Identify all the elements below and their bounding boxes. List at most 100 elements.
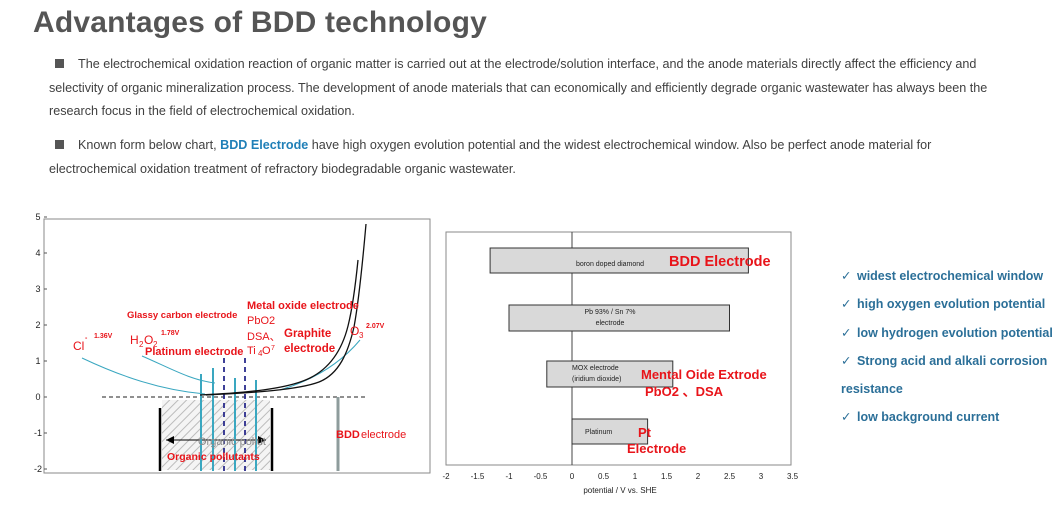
x-tick-label: 1	[633, 472, 638, 481]
x-tick-label: -1	[505, 472, 513, 481]
y-tick-label: 5	[35, 212, 40, 222]
paragraph-bdd-before: Known form below chart,	[78, 138, 221, 152]
pbo2-label: PbO2	[247, 315, 275, 327]
window-bar	[508, 304, 730, 332]
bdd-electrode-annotation: BDD Electrode	[669, 254, 771, 270]
bdd-polarization-curve	[199, 259, 359, 396]
paragraph-oxidation-text: The electrochemical oxidation reaction o…	[49, 57, 988, 118]
h2o2-leader-line	[141, 355, 216, 384]
graphite-label: Graphite	[284, 328, 331, 340]
bar-label-pb-1: Pb 93% / Sn 7%	[585, 309, 636, 316]
h2o2-potential: 1.78V	[161, 330, 180, 337]
organic-pollutant-zone	[162, 400, 270, 470]
h2o2-o: O	[144, 333, 153, 347]
bdd-label-suffix: electrode	[361, 429, 406, 441]
feature-item-background: ✓ low background current	[841, 403, 1056, 431]
window-chart-svg: -2 -1.5 -1 -0.5 0 0.5 1 1.5 2 2.5 3 3.5 potential /…	[442, 231, 799, 495]
paragraph-oxidation: The electrochemical oxidation reaction o…	[49, 53, 1014, 124]
feature-list: ✓ widest electrochemical window ✓ high o…	[841, 262, 1056, 432]
bar-label-mox-1: MOX electrode	[572, 365, 619, 372]
arrow-right-icon	[258, 436, 266, 444]
feature-text: low hydrogen evolution potential	[856, 325, 1053, 340]
organic-pollutants-label: Organic pollutants	[167, 451, 260, 463]
bar-label-platinum: Platinum	[585, 429, 612, 436]
o3-potential: 2.07V	[366, 323, 385, 330]
y-tick-label: -1	[34, 428, 42, 438]
bdd-label-bold: BDD	[336, 429, 360, 441]
polarization-chart: 5 4 3 2 1 0 -1 -2 Organic pollut Organic pollut…	[30, 208, 435, 478]
x-tick-label: 0	[570, 472, 575, 481]
o3-leader-line	[279, 339, 361, 391]
pt-electrode-annotation: Electrode	[627, 441, 686, 456]
glassy-carbon-label: Glassy carbon electrode	[127, 310, 237, 321]
feature-item-corrosion: ✓ Strong acid and alkali corrosion resis…	[841, 347, 1056, 404]
x-axis-label: potential / V vs. SHE	[583, 486, 656, 495]
metal-oxide-label: Metal oxide electrode	[247, 300, 359, 312]
bar-label-mox-2: (iridium dioxide)	[572, 376, 621, 383]
arrow-left-icon	[166, 436, 174, 444]
h2o2-label: H	[130, 333, 139, 347]
feature-text: low background current	[856, 410, 1000, 425]
y-tick-label: -2	[34, 464, 42, 474]
y-tick-label: 3	[35, 284, 40, 294]
feature-item-hydrogen: ✓ low hydrogen evolution potential	[841, 319, 1056, 347]
square-bullet-icon	[55, 59, 64, 68]
graphite-polarization-curve	[205, 223, 367, 396]
platinum-electrode-label: Platinum electrode	[145, 346, 243, 358]
checkmark-icon: ✓	[841, 325, 852, 340]
paragraph-bdd: Known form below chart, BDD Electrode ha…	[49, 134, 1014, 181]
y-tick-label: 1	[35, 356, 40, 366]
x-tick-label: -0.5	[534, 472, 548, 481]
x-tick-label: 3	[759, 472, 764, 481]
h2o2-sub2: 2	[153, 340, 158, 349]
feature-text: high oxygen evolution potential	[856, 297, 1046, 312]
feature-text: widest electrochemical window	[856, 269, 1044, 283]
mental-oide-annotation: Mental Oide Extrode	[641, 367, 767, 382]
bar-label-pb-2: electrode	[596, 320, 625, 327]
cl-leader-line	[81, 357, 206, 395]
bar-label-bdd: boron doped diamond	[576, 261, 644, 268]
checkmark-icon: ✓	[841, 269, 852, 283]
window-bar	[546, 360, 674, 388]
y-tick-label: 4	[35, 248, 40, 258]
y-tick-label: 2	[35, 320, 40, 330]
page-title: Advantages of BDD technology	[33, 6, 487, 39]
paragraph-bdd-after: have high oxygen evolution potential and…	[49, 138, 932, 176]
h2o2-sub1: 2	[139, 340, 144, 349]
x-tick-label: 3.5	[787, 472, 799, 481]
window-bar	[571, 418, 649, 445]
x-tick-label: -1.5	[471, 472, 485, 481]
x-tick-label: -2	[442, 472, 450, 481]
ti-o: O	[262, 345, 271, 357]
ti-sup: 7	[271, 345, 275, 352]
graphite-label-2: electrode	[284, 343, 335, 355]
cl-potential: 1.36V	[94, 333, 113, 340]
window-chart: -2 -1.5 -1 -0.5 0 0.5 1 1.5 2 2.5 3 3.5 potential /…	[438, 208, 804, 502]
feature-text: Strong acid and alkali corrosion resista…	[841, 353, 1048, 397]
ti-sub: 4	[258, 349, 263, 358]
bdd-electrode-highlight: BDD Electrode	[220, 138, 309, 152]
cl-superscript: -	[85, 335, 88, 342]
feature-item-window: ✓ widest electrochemical window	[841, 262, 1056, 290]
x-tick-label: 0.5	[598, 472, 610, 481]
feature-item-oxygen: ✓ high oxygen evolution potential	[841, 290, 1056, 318]
x-tick-label: 2	[696, 472, 701, 481]
x-tick-group: -2 -1.5 -1 -0.5 0 0.5 1 1.5 2 2.5 3 3.5	[442, 472, 798, 481]
x-tick-label: 2.5	[724, 472, 736, 481]
o3-label: O	[350, 324, 359, 338]
window-bar	[489, 247, 749, 274]
pt-annotation: Pt	[638, 425, 652, 440]
organic-pollut-gray-label: Organic pollut	[198, 436, 266, 448]
window-bars	[489, 247, 749, 445]
square-bullet-icon	[55, 140, 64, 149]
y-tick-label: 0	[35, 392, 40, 402]
ti-label: Ti	[247, 345, 256, 357]
checkmark-icon: ✓	[841, 353, 852, 368]
o3-sub: 3	[359, 331, 364, 340]
cl-label: Cl	[73, 339, 84, 353]
pbo2-dsa-annotation: PbO2 、DSA	[645, 384, 724, 399]
x-tick-label: 1.5	[661, 472, 673, 481]
dsa-label: DSA、	[247, 331, 281, 343]
checkmark-icon: ✓	[841, 297, 852, 312]
